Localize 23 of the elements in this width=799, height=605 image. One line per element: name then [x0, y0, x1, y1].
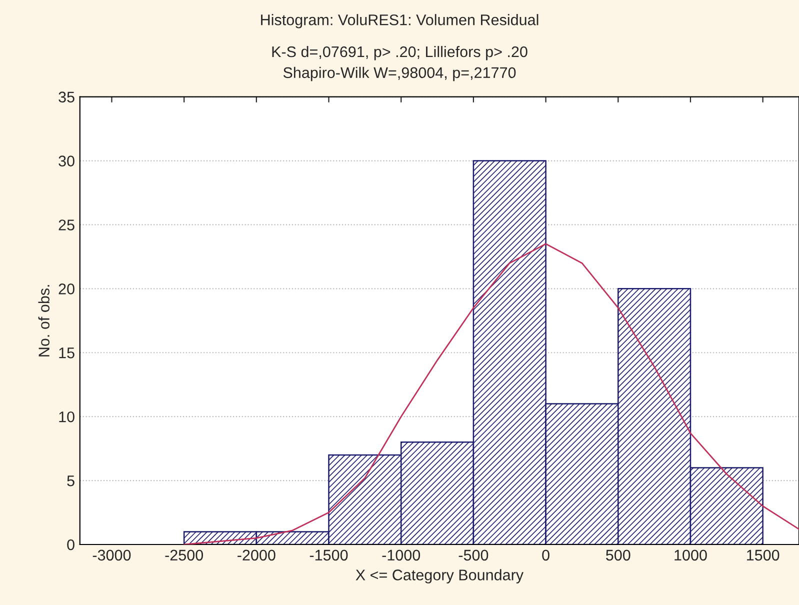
x-tick-label: -2000: [238, 550, 276, 561]
x-tick-label: -1500: [310, 550, 348, 561]
y-tick-label: 20: [58, 284, 74, 294]
x-tick-label: 1500: [747, 550, 780, 561]
y-tick-label: 25: [58, 220, 74, 230]
x-tick-label: 500: [606, 550, 630, 561]
x-axis-title: X <= Category Boundary: [356, 569, 524, 584]
y-axis-title: No. of obs.: [38, 285, 50, 356]
y-tick-label: 10: [59, 411, 74, 422]
chart-subtitle: K-S d=,07691, p> .20; Lilliefors p> .20 Shapiro-Wilk W=,98004, p=,21770: [272, 46, 528, 82]
x-tick-label: -2500: [165, 550, 204, 561]
x-tick-label: -1000: [382, 550, 420, 561]
y-tick-label: 0: [67, 539, 74, 550]
y-tick-label: 5: [67, 476, 74, 486]
line-series: [183, 243, 799, 544]
y-tick-label: 15: [59, 348, 74, 358]
x-tick-label: -500: [458, 550, 488, 561]
x-tick-label: 0: [542, 550, 550, 561]
x-tick-label: 1000: [674, 550, 707, 561]
chart-title: Histogram: VoluRES1: Volumen Residual: [261, 14, 538, 28]
x-tick-label: -3000: [92, 550, 131, 561]
y-tick-label: 35: [58, 92, 74, 102]
y-tick-label: 30: [58, 156, 74, 166]
